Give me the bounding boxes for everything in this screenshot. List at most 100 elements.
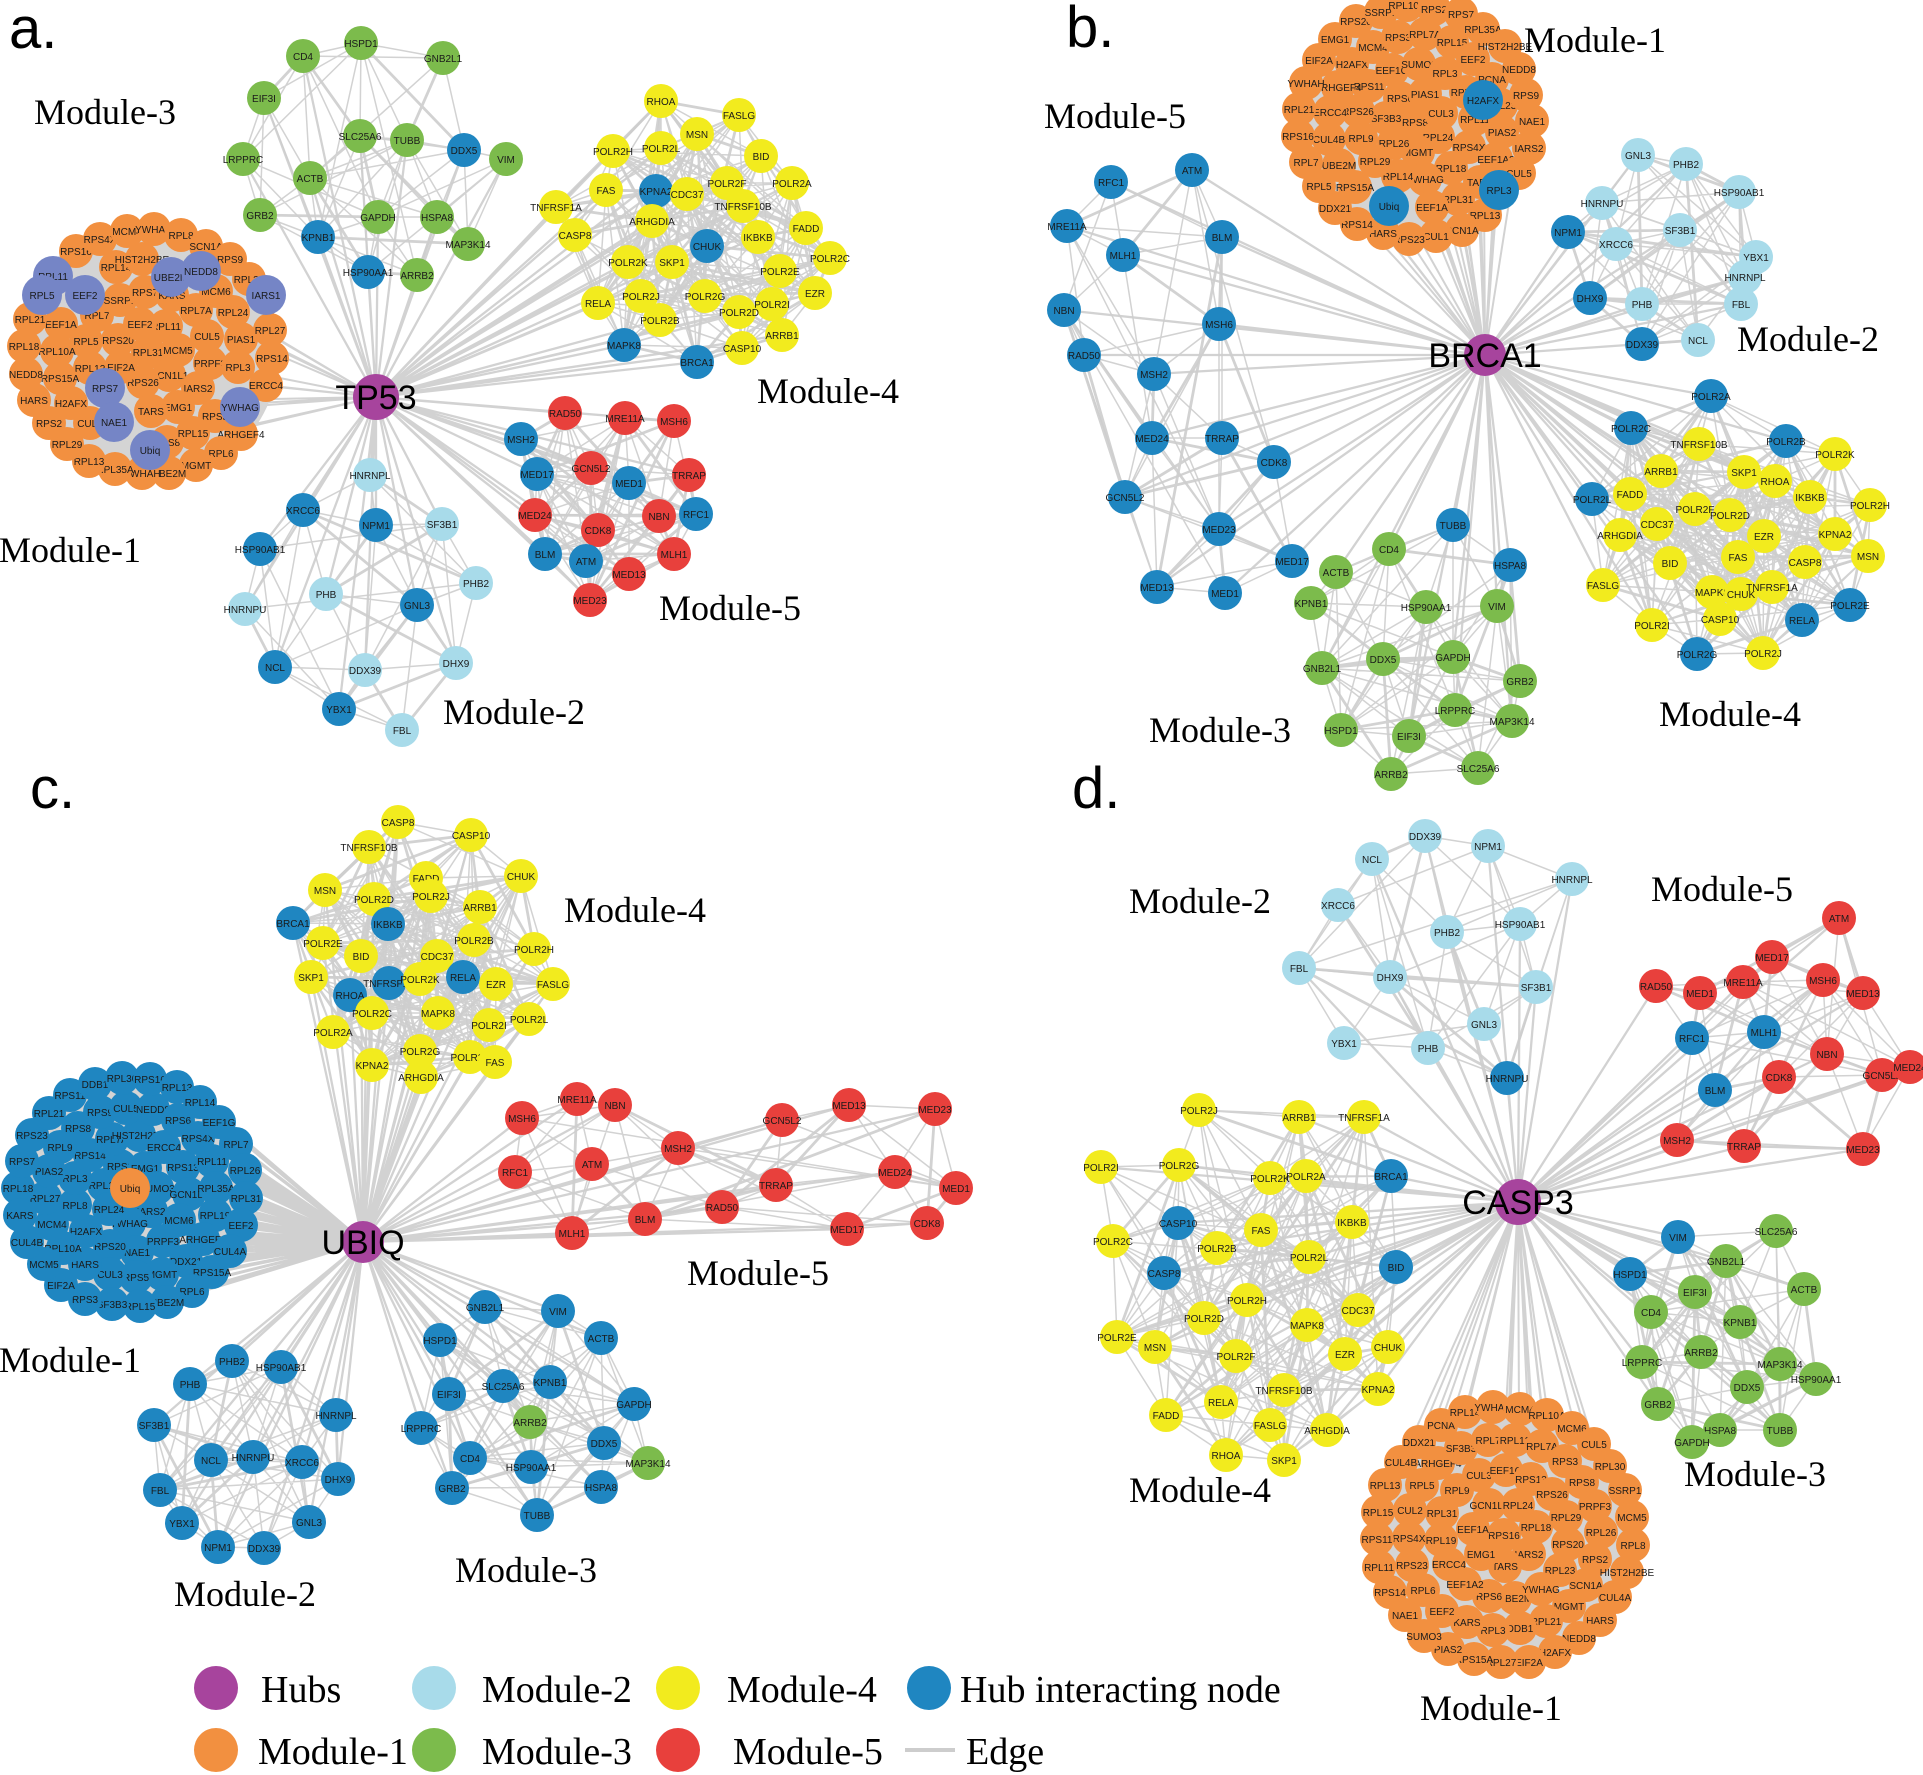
svg-text:RPL5: RPL5 [1306,182,1331,193]
svg-text:DDX39: DDX39 [248,1544,281,1555]
svg-text:EIF3I: EIF3I [437,1390,461,1401]
svg-text:ARHGEF4: ARHGEF4 [217,430,265,441]
svg-text:EIF2A: EIF2A [1515,1658,1543,1669]
svg-text:NEDD8: NEDD8 [9,370,43,381]
svg-text:ARHGEF4: ARHGEF4 [179,1235,227,1246]
svg-text:HARS: HARS [20,396,48,407]
svg-text:RPL35A: RPL35A [1464,25,1502,36]
svg-text:CUL2: CUL2 [1397,1506,1423,1517]
svg-text:PIAS2: PIAS2 [1488,128,1517,139]
svg-text:RPS5: RPS5 [202,412,229,423]
svg-text:RPS16: RPS16 [1282,132,1314,143]
svg-text:RPL7A: RPL7A [1526,1442,1558,1453]
svg-text:RPS16: RPS16 [1488,1531,1520,1542]
svg-text:UBE2M: UBE2M [150,1298,184,1309]
svg-text:RFC1: RFC1 [502,1168,529,1179]
svg-text:NCL: NCL [265,663,285,674]
svg-text:RPS6: RPS6 [1387,94,1414,105]
svg-text:DDX21: DDX21 [170,1257,203,1268]
svg-text:RPL7: RPL7 [1475,1436,1500,1447]
svg-text:CUL1: CUL1 [1423,232,1449,243]
svg-text:CASP8: CASP8 [559,231,592,242]
svg-text:RPL14: RPL14 [1383,172,1414,183]
svg-text:DDX39: DDX39 [349,666,382,677]
svg-text:CUL4B: CUL4B [1385,1458,1418,1469]
svg-text:MSH6: MSH6 [1205,320,1233,331]
svg-text:Module-1: Module-1 [1524,20,1666,60]
svg-text:MCM5: MCM5 [29,1260,59,1271]
svg-text:RPL29: RPL29 [1360,157,1391,168]
svg-text:RPS26: RPS26 [1342,107,1374,118]
svg-text:RPL10A: RPL10A [38,347,76,358]
svg-text:IKBKB: IKBKB [743,233,773,244]
svg-text:RPL13: RPL13 [1470,211,1501,222]
svg-text:RPL26: RPL26 [230,1166,261,1177]
svg-text:RPL24: RPL24 [1423,133,1454,144]
svg-text:RPL6: RPL6 [179,1287,204,1298]
svg-text:LRPPRC: LRPPRC [223,155,264,166]
svg-text:NPM1: NPM1 [1554,228,1582,239]
svg-text:H2AFX: H2AFX [1336,60,1369,71]
svg-text:Module-2: Module-2 [482,1669,632,1711]
svg-text:RPL5: RPL5 [1409,1481,1434,1492]
svg-text:HSP90AB1: HSP90AB1 [1714,188,1765,199]
svg-text:EEF1A: EEF1A [1457,1525,1489,1536]
svg-text:RPL6: RPL6 [208,449,233,460]
svg-text:RPS8: RPS8 [1569,1478,1596,1489]
svg-text:KPNA2: KPNA2 [356,1061,389,1072]
svg-text:POLR2C: POLR2C [1093,1237,1133,1248]
svg-text:DDX5: DDX5 [591,1439,618,1450]
svg-text:KARS: KARS [6,1211,34,1222]
svg-text:ARRB1: ARRB1 [765,331,799,342]
svg-text:RPS9: RPS9 [217,255,244,266]
svg-text:HNRNPU: HNRNPU [1486,1074,1529,1085]
svg-text:BLM: BLM [1212,233,1233,244]
svg-text:MLH1: MLH1 [661,550,688,561]
svg-text:RPL21: RPL21 [15,315,46,326]
svg-text:RPL21: RPL21 [1531,1617,1562,1628]
svg-text:IARS2: IARS2 [137,1207,166,1218]
svg-text:KPNB1: KPNB1 [1295,599,1328,610]
svg-text:MRE11A: MRE11A [557,1095,597,1106]
svg-text:CASP10: CASP10 [1701,615,1740,626]
svg-text:GRB2: GRB2 [246,211,274,222]
svg-text:EZR: EZR [1754,532,1774,543]
svg-text:RPS4X: RPS4X [84,235,117,246]
svg-text:EZR: EZR [486,980,506,991]
svg-text:RPS8: RPS8 [65,1124,92,1135]
svg-text:CASP3: CASP3 [1462,1184,1574,1222]
svg-text:EZR: EZR [805,289,825,300]
svg-text:CUL1: CUL1 [77,419,103,430]
svg-text:DHX9: DHX9 [443,659,470,670]
svg-text:FADD: FADD [1617,490,1644,501]
svg-text:RPL18: RPL18 [1521,1523,1552,1534]
svg-text:DHX9: DHX9 [325,1475,352,1486]
svg-text:Module-5: Module-5 [1651,869,1793,909]
svg-text:RPS26: RPS26 [1536,1490,1568,1501]
svg-text:RPL6: RPL6 [1410,1586,1435,1597]
svg-text:RPS14: RPS14 [1341,220,1373,231]
svg-text:Module-5: Module-5 [687,1253,829,1293]
svg-text:MSH2: MSH2 [664,1144,692,1155]
svg-text:Module-2: Module-2 [443,692,585,732]
svg-text:ARRB1: ARRB1 [1644,467,1678,478]
svg-text:RPL12: RPL12 [1500,1436,1531,1447]
svg-text:ATM: ATM [576,557,596,568]
svg-text:CUL4A: CUL4A [214,1247,247,1258]
svg-text:RPL13: RPL13 [162,1083,193,1094]
svg-text:UBE2M: UBE2M [152,469,186,480]
svg-text:NPM1: NPM1 [204,1543,232,1554]
svg-text:HNRNPL: HNRNPL [349,471,391,482]
svg-text:TUBB: TUBB [524,1511,551,1522]
svg-text:HSPA8: HSPA8 [585,1483,617,1494]
svg-text:RPS20: RPS20 [94,1242,126,1253]
svg-text:GRB2: GRB2 [1506,677,1534,688]
svg-text:CASP8: CASP8 [1148,1269,1181,1280]
svg-text:RPL30: RPL30 [107,1074,138,1085]
svg-text:POLR2F: POLR2F [451,1053,490,1064]
svg-text:BRCA1: BRCA1 [1374,1172,1408,1183]
svg-text:FASLG: FASLG [537,980,569,991]
svg-text:ERCC4: ERCC4 [249,381,283,392]
svg-text:MSH6: MSH6 [1809,976,1837,987]
svg-text:RPS20: RPS20 [1552,1540,1584,1551]
